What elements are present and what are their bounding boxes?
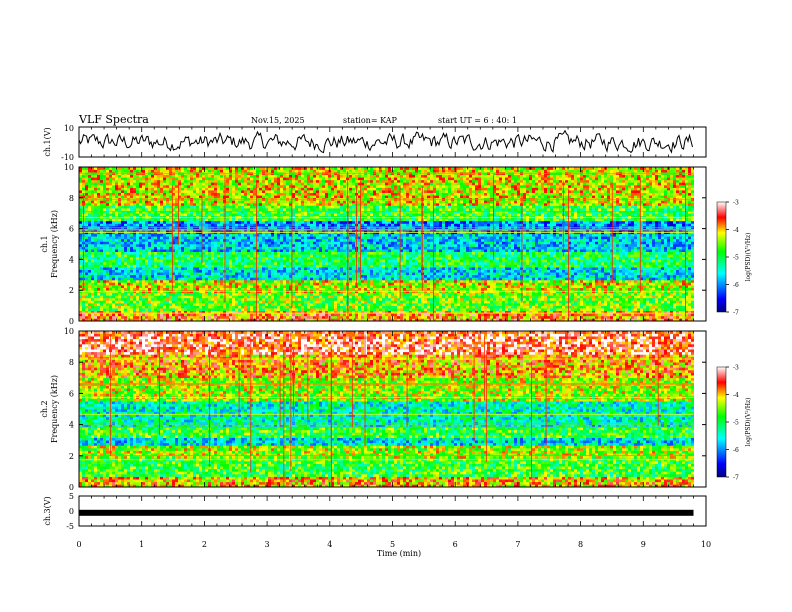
- spec2-ytick: 10: [64, 327, 74, 336]
- spec1-ytick: 6: [69, 225, 74, 234]
- x-tick-label: 10: [701, 540, 711, 549]
- ch2-colorbar: [717, 367, 726, 477]
- spec1-ytick: 4: [69, 255, 74, 264]
- x-axis-label: Time (min): [377, 549, 421, 558]
- figure-title: VLF Spectra: [78, 113, 149, 126]
- cb1-ticks-label: -4: [733, 227, 739, 234]
- spec2-ytick: 4: [69, 421, 74, 430]
- ch1-spec-ylabel-line1: ch.1: [40, 235, 49, 252]
- cb2-ticks-label: -5: [733, 420, 739, 427]
- ch1-ytick-bottom: -10: [61, 153, 74, 162]
- cb1-ticks-label: -5: [733, 255, 739, 262]
- x-tick-label: 1: [139, 540, 144, 549]
- date-label: Nov.15, 2025: [251, 116, 305, 125]
- x-tick-label: 2: [202, 540, 207, 549]
- ch2-spec-ylabel-line2: Frequency (kHz): [50, 375, 59, 443]
- cb2-ticks-label: -6: [733, 447, 739, 454]
- spec1-ytick: 8: [69, 194, 74, 203]
- cb2-ticks-label: -7: [733, 475, 739, 482]
- ch3-ylabel: ch.3(V): [43, 496, 52, 525]
- x-tick-label: 5: [390, 540, 395, 549]
- ch3-ytick: -5: [66, 522, 74, 531]
- ch2-colorbar-label: log(PSD)(V²/Hz): [745, 398, 752, 447]
- ch3-ytick: 0: [69, 507, 74, 516]
- x-tick-label: 9: [641, 540, 646, 549]
- ch1-colorbar: [717, 202, 726, 312]
- x-tick-label: 6: [453, 540, 458, 549]
- ch1-spec-ylabel-line2: Frequency (kHz): [50, 210, 59, 278]
- cb2-ticks-label: -3: [733, 365, 739, 372]
- cb1-ticks-label: -7: [733, 310, 739, 317]
- ch1-spectrogram-heatmap: [79, 167, 706, 321]
- spec2-ytick: 6: [69, 389, 74, 398]
- x-tick-label: 3: [265, 540, 270, 549]
- ch2-spectrogram-heatmap: [79, 331, 706, 487]
- x-tick-label: 0: [76, 540, 81, 549]
- spec2-ytick: 2: [69, 452, 74, 461]
- cb2-ticks-label: -4: [733, 392, 739, 399]
- x-tick-label: 8: [578, 540, 583, 549]
- x-tick-label: 4: [327, 540, 332, 549]
- cb1-ticks-label: -6: [733, 282, 739, 289]
- spec1-ytick: 2: [69, 286, 74, 295]
- spec1-ytick: 10: [64, 163, 74, 172]
- ch1-waveform-panel: 10 -10 ch.1(V): [43, 124, 706, 162]
- spec2-ytick: 0: [69, 483, 74, 492]
- ch1-ylabel: ch.1(V): [43, 127, 52, 156]
- ch3-waveform-line: [79, 510, 694, 516]
- spec2-ytick: 8: [69, 358, 74, 367]
- ch1-colorbar-label: log(PSD)(V²/Hz): [745, 233, 752, 282]
- ch3-waveform-panel: 50-5 ch.3(V) 0 1 2 3 4 5 6 7 8 9 10 Time (min): [43, 492, 711, 558]
- start-ut-label: start UT = 6 : 40: 1: [438, 116, 517, 125]
- spec1-ytick: 0: [69, 317, 74, 326]
- station-label: station= KAP: [343, 116, 398, 125]
- ch3-ytick: 5: [69, 492, 74, 501]
- cb1-ticks-label: -3: [733, 200, 739, 207]
- ch1-ytick-top: 10: [64, 124, 74, 133]
- ch2-spec-ylabel-line1: ch.2: [40, 400, 49, 417]
- x-tick-label: 7: [515, 540, 520, 549]
